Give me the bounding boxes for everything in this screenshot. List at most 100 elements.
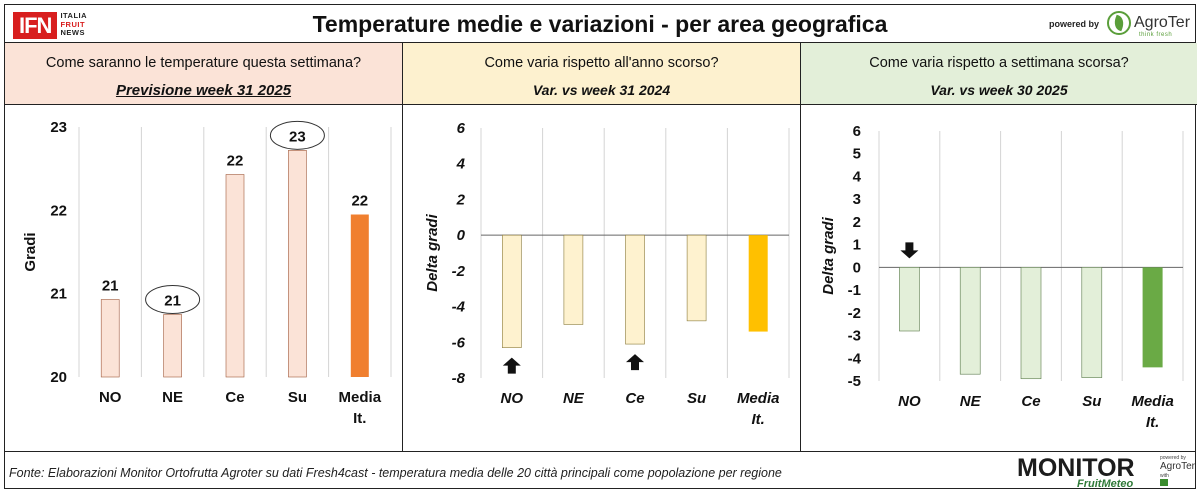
category-label: Su	[687, 390, 706, 407]
monitor-logo-sub: FruitMeteo	[1077, 478, 1134, 490]
chart-vs-last-year: 6 4 2 0 -2 -4 -6 -8 Delta gradi NO NE Ce Su Media It.	[403, 105, 800, 451]
bar	[1020, 267, 1042, 380]
y-tick-label: 3	[853, 191, 861, 208]
y-axis-label: Delta gradi	[820, 216, 837, 294]
category-label: NO	[99, 389, 122, 406]
y-tick-label: 5	[853, 146, 861, 163]
bar	[100, 299, 120, 378]
bar	[959, 267, 981, 375]
y-tick-label: -4	[848, 350, 862, 367]
page-title: Temperature medie e variazioni - per are…	[312, 11, 888, 37]
arrow-up-icon	[626, 354, 644, 371]
y-tick-label: -3	[848, 328, 861, 345]
ifn-logo: IFN ITALIA FRUIT NEWS	[13, 11, 87, 39]
infographic-frame: IFN ITALIA FRUIT NEWS Temperature medie …	[4, 4, 1197, 490]
category-label: Su	[288, 389, 307, 406]
category-label: It.	[752, 411, 765, 428]
highlight-ellipse	[269, 120, 325, 150]
highlight-ellipse	[145, 285, 201, 314]
chart-forecast: 20 21 22 23 Gradi NO NE Ce Su Media It. 21 21 22 23 22	[5, 105, 402, 451]
category-label: NE	[563, 390, 585, 407]
y-tick-label: -5	[848, 373, 861, 390]
y-tick-label: 4	[853, 168, 862, 185]
panel-header: Come varia rispetto a settimana scorsa? …	[801, 43, 1197, 105]
bar	[625, 234, 645, 345]
y-axis-label: Delta gradi	[424, 213, 441, 291]
bar	[899, 267, 920, 332]
bar	[563, 234, 584, 325]
data-label: 22	[227, 153, 244, 170]
monitor-partner: AgroTer	[1160, 461, 1196, 472]
ifn-logo-text: ITALIA FRUIT NEWS	[60, 11, 88, 38]
y-tick-label: -1	[848, 282, 861, 299]
category-label: Su	[1082, 393, 1101, 410]
chart-vs-last-week: 6 5 4 3 2 1 0 -1 -2 -3 -4 -5 Delta gradi NO NE Ce Su Medi…	[801, 105, 1197, 451]
category-label: NE	[162, 389, 183, 406]
bar	[502, 234, 522, 348]
panel-subtitle: Previsione week 31 2025	[115, 82, 292, 99]
monitor-fruitmeteo-logo: MONITOR FruitMeteo powered by AgroTer wi…	[1017, 454, 1196, 490]
agroter-logo-tagline: think fresh	[1139, 32, 1173, 38]
y-tick-label: 2	[456, 191, 466, 208]
arrow-up-icon	[502, 357, 521, 374]
category-label: Ce	[625, 390, 644, 407]
panel-forecast: Come saranno le temperature questa setti…	[5, 43, 403, 451]
category-label: NO	[898, 393, 921, 410]
bar	[163, 314, 182, 378]
y-tick-label: -8	[452, 370, 466, 387]
panel-subtitle: Var. vs week 31 2024	[532, 82, 671, 98]
panel-question: Come saranno le temperature questa setti…	[45, 55, 362, 71]
panel-header: Come saranno le temperature questa setti…	[5, 43, 402, 105]
ifn-logo-mark: IFN	[13, 11, 58, 39]
panel-vs-last-year: Come varia rispetto all'anno scorso? Var…	[403, 43, 801, 451]
monitor-with: with	[1160, 473, 1169, 479]
y-tick-label: 4	[456, 156, 466, 173]
powered-by-label: powered by	[1049, 19, 1100, 29]
data-label: 22	[351, 193, 368, 210]
arrow-down-icon	[900, 242, 919, 259]
monitor-logo-name: MONITOR	[1017, 454, 1135, 482]
y-tick-label: 21	[50, 286, 67, 303]
category-label: NE	[960, 393, 982, 410]
y-tick-label: 0	[457, 227, 466, 244]
bar	[686, 234, 707, 322]
y-tick-label: 1	[853, 237, 861, 254]
y-tick-label: -4	[452, 299, 466, 316]
chart-svg: 6 5 4 3 2 1 0 -1 -2 -3 -4 -5 Delta gradi NO NE Ce Su Medi…	[820, 123, 1184, 431]
category-label: NO	[501, 390, 524, 407]
partner-square-icon	[1160, 479, 1168, 486]
agroter-logo-name: AgroTer	[1134, 14, 1191, 31]
y-tick-label: 2	[853, 214, 861, 231]
monitor-powered-by: powered by	[1160, 455, 1186, 461]
panel-subtitle: Var. vs week 30 2025	[930, 82, 1068, 98]
chart-svg: 20 21 22 23 Gradi NO NE Ce Su Media It. 21 21 22 23 22	[22, 119, 392, 427]
bar	[288, 150, 307, 378]
header: IFN ITALIA FRUIT NEWS Temperature medie …	[5, 5, 1195, 43]
agroter-logo: AgroTer think fresh	[1107, 11, 1191, 38]
y-tick-label: 22	[50, 202, 67, 219]
y-tick-label: -2	[848, 305, 861, 322]
category-label: Ce	[1021, 393, 1040, 410]
panel-header: Come varia rispetto all'anno scorso? Var…	[403, 43, 800, 105]
leaf-icon	[1107, 11, 1131, 35]
bar	[1142, 267, 1163, 368]
chart-svg: 6 4 2 0 -2 -4 -6 -8 Delta gradi NO NE Ce Su Media It.	[424, 120, 790, 428]
data-label: 23	[289, 128, 306, 145]
bar	[748, 235, 768, 332]
category-label: Ce	[225, 389, 244, 406]
y-tick-label: 23	[50, 119, 67, 136]
y-tick-label: 6	[853, 123, 861, 140]
panel-question: Come varia rispetto all'anno scorso?	[484, 55, 719, 71]
panel-question: Come varia rispetto a settimana scorsa?	[869, 55, 1129, 71]
bar	[225, 174, 245, 378]
category-label: It.	[1146, 414, 1159, 431]
data-label: 21	[102, 278, 119, 295]
panel-vs-last-week: Come varia rispetto a settimana scorsa? …	[801, 43, 1197, 451]
bar	[1081, 267, 1103, 378]
y-tick-label: -2	[452, 263, 466, 280]
category-label: Media	[339, 389, 382, 406]
source-note: Fonte: Elaborazioni Monitor Ortofrutta A…	[9, 466, 782, 480]
data-label: 21	[164, 293, 181, 310]
y-tick-label: 0	[853, 259, 861, 276]
y-tick-label: 20	[50, 369, 67, 386]
